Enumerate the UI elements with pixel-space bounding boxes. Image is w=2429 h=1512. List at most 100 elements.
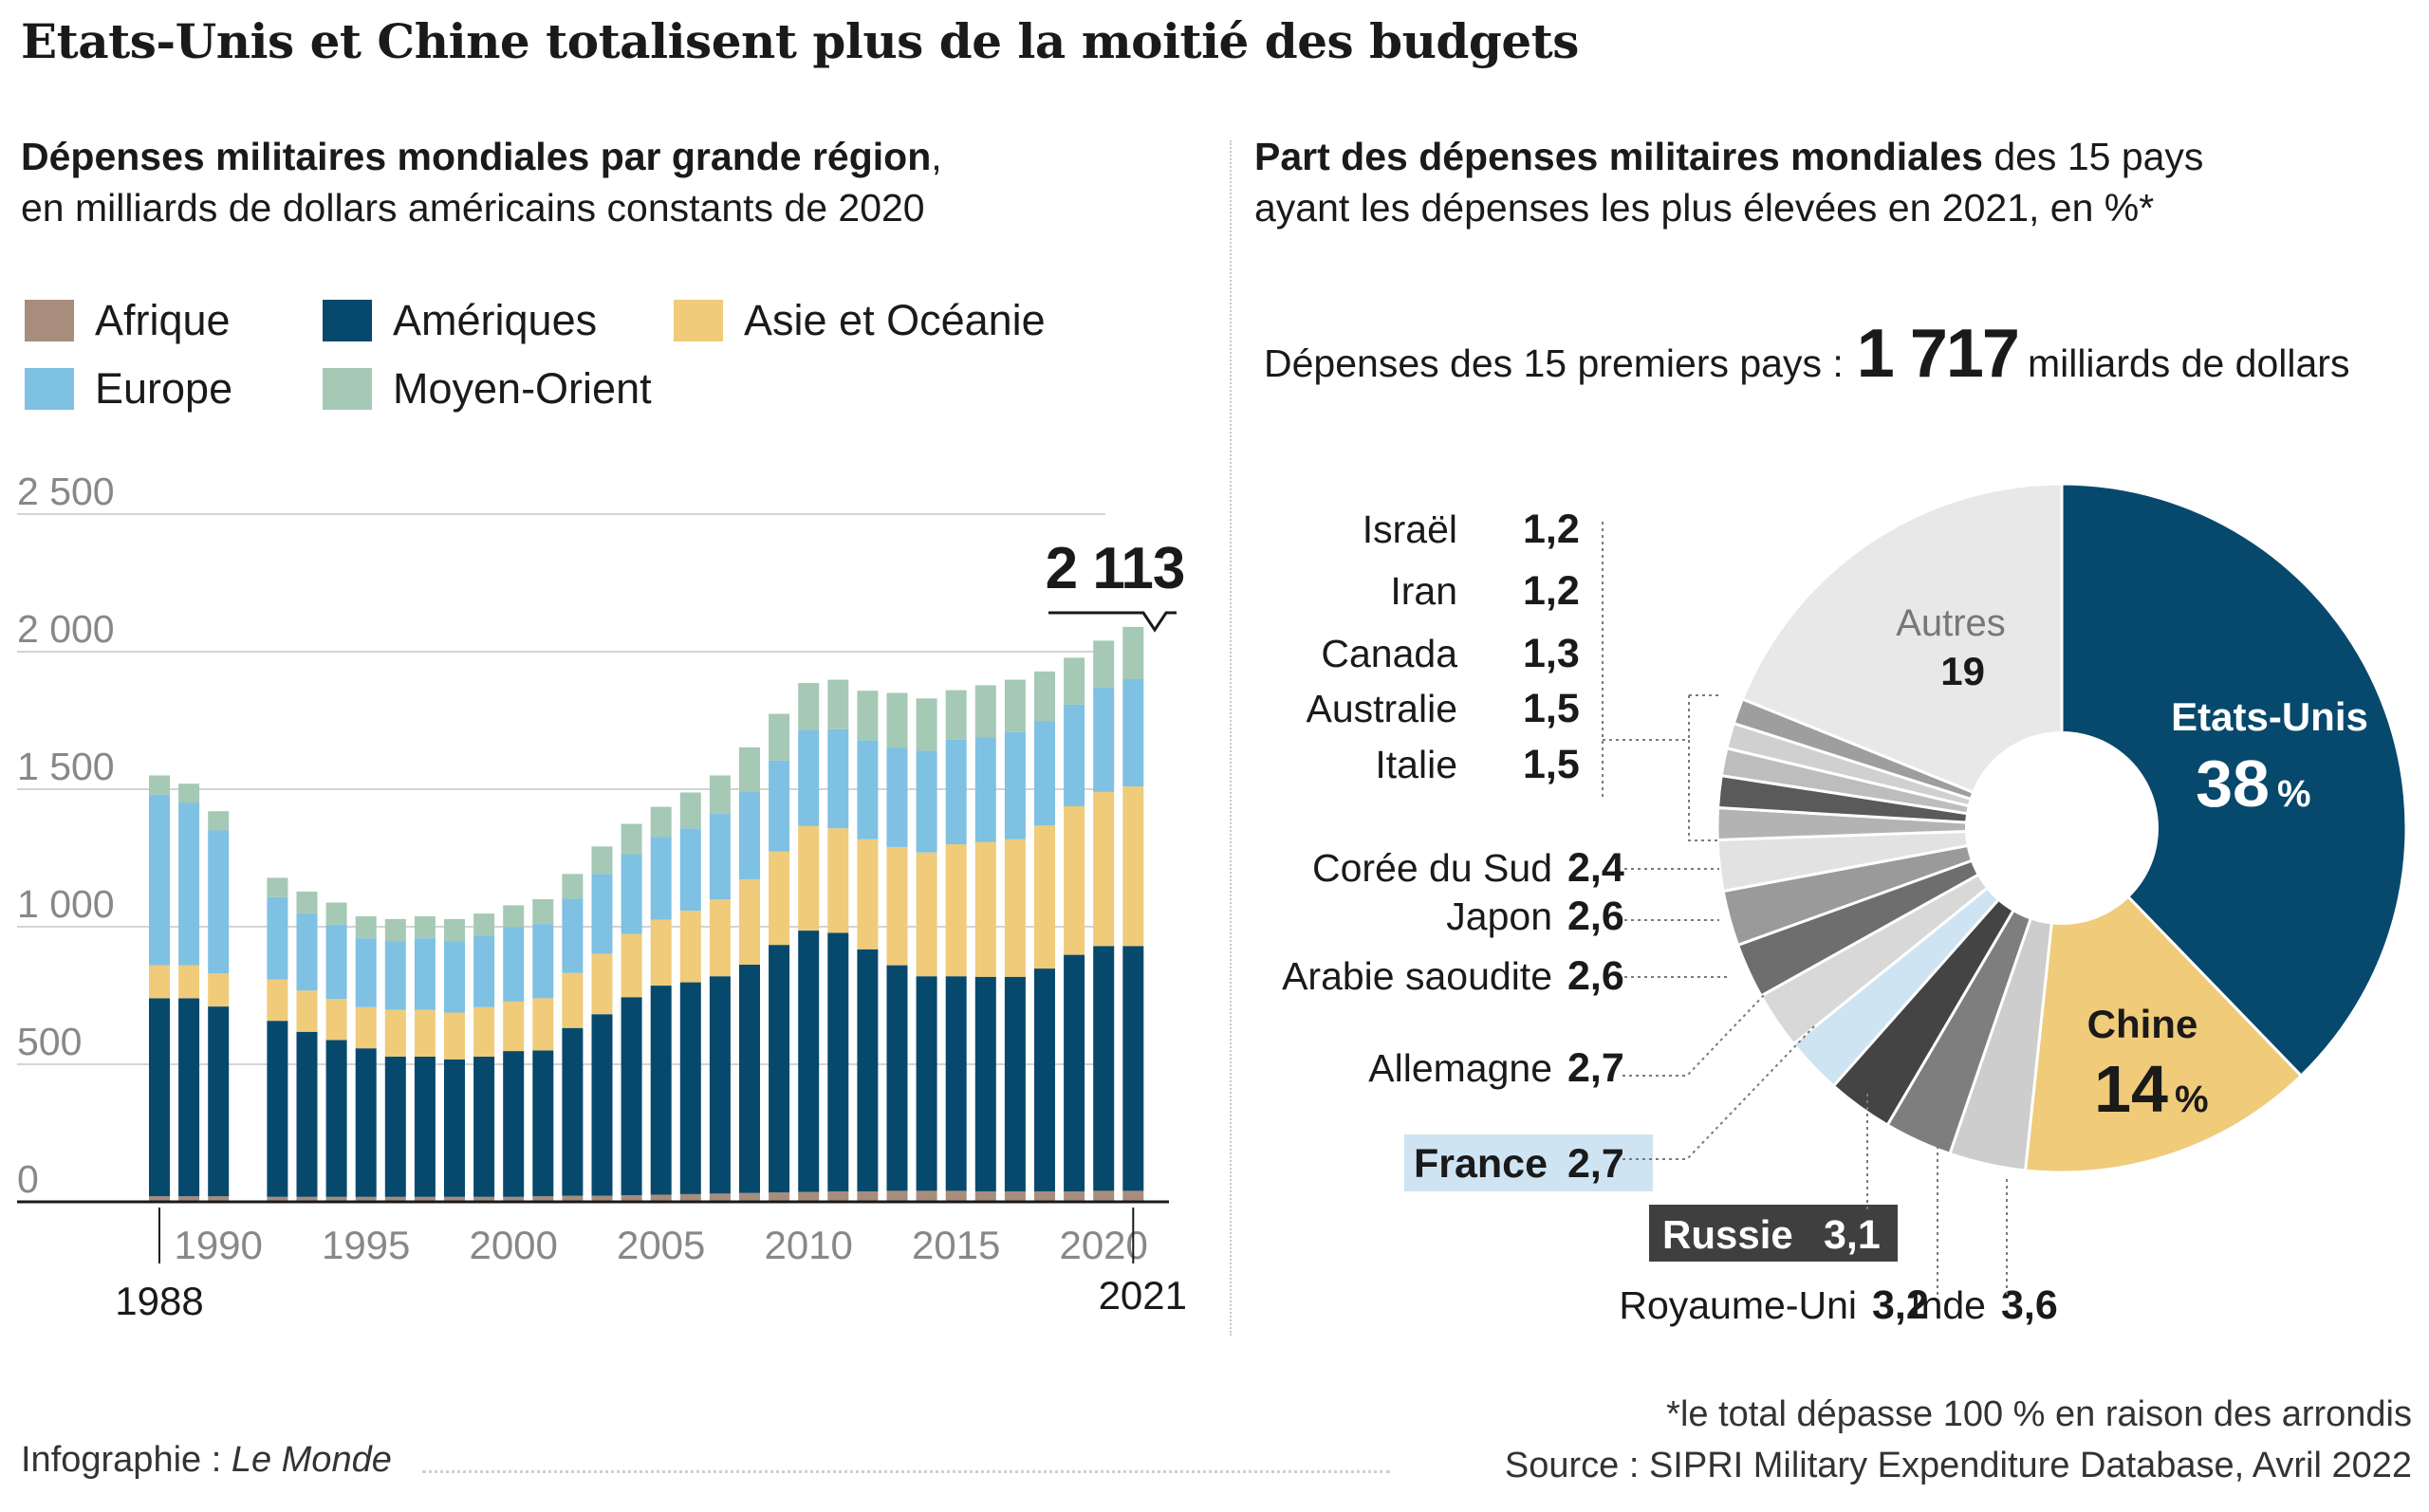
- bar-segment-2009-europe: [769, 760, 790, 852]
- footnote: *le total dépasse 100 % en raison des ar…: [1666, 1394, 2412, 1434]
- bar-segment-1995-am-riques: [355, 1048, 377, 1197]
- pie-outside-label-coree-du-sud: Corée du Sud: [1312, 846, 1552, 890]
- bar-segment-1990-asie-et-oc-anie: [208, 973, 230, 1007]
- pie-outside-label-italie: Italie: [1375, 743, 1457, 786]
- bar-segment-2000-asie-et-oc-anie: [503, 1001, 525, 1052]
- pie-outside-label-iran: Iran: [1390, 569, 1457, 613]
- bar-segment-1998-moyen-orient: [444, 918, 465, 942]
- pie-outside-value-israel: 1,2: [1523, 507, 1580, 552]
- bar-segment-2005-europe: [650, 837, 672, 920]
- pie-outside-value-japon: 2,6: [1567, 894, 1624, 939]
- bar-segment-1999-europe: [473, 935, 495, 1007]
- leader-line-allemagne: [1622, 993, 1766, 1077]
- bar-segment-2006-europe: [679, 828, 701, 912]
- france-highlight-box: [1404, 1134, 1653, 1191]
- bar-segment-1988-moyen-orient: [149, 775, 170, 795]
- bar-segment-1994-afrique: [325, 1196, 347, 1202]
- bar-segment-2012-moyen-orient: [857, 691, 879, 741]
- pie-chart-unit: ayant les dépenses les plus élevées en 2…: [1254, 186, 2155, 230]
- bar-segment-1993-europe: [296, 913, 318, 991]
- bar-segment-1993-asie-et-oc-anie: [296, 990, 318, 1032]
- bar-segment-2011-am-riques: [827, 932, 849, 1191]
- bar-segment-2007-am-riques: [709, 976, 731, 1194]
- bar-segment-2011-moyen-orient: [827, 679, 849, 729]
- legend-afrique: Afrique: [25, 296, 231, 345]
- bar-segment-2018-afrique: [1034, 1190, 1055, 1202]
- bar-segment-1988-am-riques: [149, 998, 170, 1197]
- y-tick-label: 2 500: [17, 470, 115, 513]
- bar-segment-2019-afrique: [1064, 1190, 1085, 1202]
- bar-segment-1988-asie-et-oc-anie: [149, 965, 170, 999]
- bar-segment-2012-afrique: [857, 1190, 879, 1202]
- bar-segment-1990-am-riques: [208, 1006, 230, 1197]
- pie-label-autres: Autres: [1896, 602, 2006, 644]
- bar-segment-1996-asie-et-oc-anie: [384, 1009, 406, 1057]
- bar-segment-2014-afrique: [916, 1190, 937, 1202]
- bar-segment-2000-europe: [503, 927, 525, 1002]
- bar-segment-2000-moyen-orient: [503, 905, 525, 928]
- bar-segment-2003-europe: [591, 874, 613, 954]
- bar-segment-2013-asie-et-oc-anie: [886, 846, 908, 966]
- bar-segment-2011-europe: [827, 728, 849, 829]
- bar-segment-1996-am-riques: [384, 1056, 406, 1197]
- y-tick-label: 2 000: [17, 607, 115, 651]
- x-tick-label: 1990: [174, 1223, 262, 1267]
- bar-segment-2011-afrique: [827, 1190, 849, 1202]
- bar-segment-2016-afrique: [974, 1190, 996, 1202]
- bar-segment-2014-europe: [916, 750, 937, 853]
- pie-outside-value-coree-du-sud: 2,4: [1567, 845, 1624, 891]
- bar-segment-2021-asie-et-oc-anie: [1122, 786, 1144, 947]
- bar-segment-2013-afrique: [886, 1190, 908, 1202]
- bar-segment-2006-moyen-orient: [679, 792, 701, 829]
- bar-segment-2016-am-riques: [974, 976, 996, 1191]
- bar-chart-subtitle: Dépenses militaires mondiales par grande…: [21, 131, 942, 233]
- bar-segment-2015-moyen-orient: [945, 690, 967, 740]
- bar-segment-1989-europe: [178, 802, 200, 966]
- bar-segment-2002-afrique: [562, 1195, 584, 1202]
- bar-segment-2020-europe: [1093, 687, 1115, 792]
- bar-segment-2021-am-riques: [1122, 946, 1144, 1191]
- bar-segment-2005-asie-et-oc-anie: [650, 919, 672, 986]
- bar-segment-2006-am-riques: [679, 982, 701, 1194]
- peak-annotation: 2 113: [1046, 536, 1185, 601]
- bar-segment-1994-moyen-orient: [325, 902, 347, 925]
- bar-segment-2017-asie-et-oc-anie: [1004, 839, 1026, 977]
- total-label: Dépenses des 15 premiers pays :: [1264, 341, 1844, 385]
- bar-segment-1989-moyen-orient: [178, 784, 200, 803]
- bar-segment-2008-europe: [739, 791, 760, 880]
- pie-chart: Etats-Unis 38 % Chine 14 % Autres 19 Israël 1,2 Ir…: [1282, 482, 2408, 1328]
- bar-segment-2003-afrique: [591, 1195, 613, 1202]
- bar-segment-2015-asie-et-oc-anie: [945, 844, 967, 977]
- bar-segment-2014-asie-et-oc-anie: [916, 852, 937, 977]
- legend-label-afrique: Afrique: [95, 296, 231, 344]
- y-tick-label: 0: [17, 1157, 39, 1201]
- bar-segment-2019-am-riques: [1064, 954, 1085, 1191]
- pie-outside-label-russie: Russie: [1662, 1212, 1793, 1257]
- peak-annotation-bracket: [1048, 611, 1177, 633]
- bar-segment-2019-europe: [1064, 704, 1085, 806]
- bar-segment-1996-afrique: [384, 1196, 406, 1202]
- first-year-label: 1988: [115, 1279, 203, 1323]
- legend-swatch-afrique: [25, 300, 74, 341]
- bar-segment-1989-afrique: [178, 1196, 200, 1202]
- bar-segment-2015-am-riques: [945, 976, 967, 1191]
- bar-segment-2009-moyen-orient: [769, 713, 790, 761]
- bar-chart: 0 500 1 000 1 500 2 000 2 500 1990 1995 2000 2005…: [17, 470, 1187, 1323]
- pie-outside-value-russie: 3,1: [1824, 1212, 1881, 1258]
- legend-swatch-moyen-orient: [323, 368, 372, 410]
- total-unit: milliards de dollars: [2027, 341, 2350, 385]
- pie-outside-value-arabie-saoudite: 2,6: [1567, 953, 1624, 999]
- pie-label-chine: Chine: [2087, 1002, 2198, 1046]
- bar-segment-2014-moyen-orient: [916, 698, 937, 751]
- bar-segment-2014-am-riques: [916, 976, 937, 1191]
- x-tick-label: 2005: [617, 1223, 705, 1267]
- bar-segment-2019-asie-et-oc-anie: [1064, 805, 1085, 955]
- pie-outside-label-allemagne: Allemagne: [1368, 1046, 1552, 1090]
- bar-segment-1993-moyen-orient: [296, 891, 318, 914]
- pie-value-etats-unis: 38: [2196, 747, 2270, 821]
- legend-label-europe: Europe: [95, 364, 233, 413]
- pie-outside-label-japon: Japon: [1446, 894, 1552, 938]
- y-tick-label: 1 500: [17, 745, 115, 788]
- bar-segment-1989-asie-et-oc-anie: [178, 965, 200, 999]
- legend-label-moyen-orient: Moyen-Orient: [393, 364, 652, 413]
